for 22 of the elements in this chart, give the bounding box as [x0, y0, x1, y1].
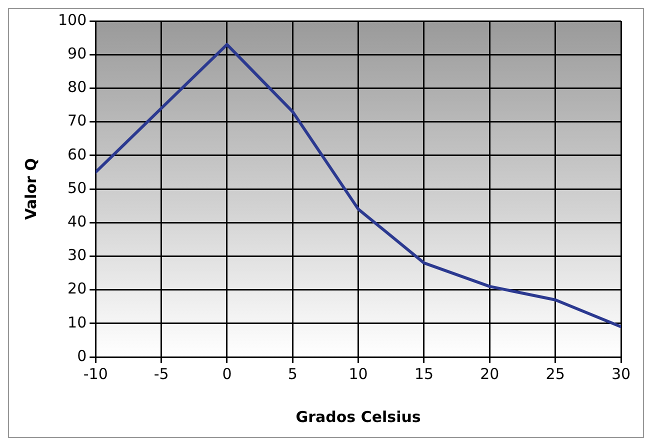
y-tick-label: 70 [68, 112, 87, 130]
x-tick-label: -5 [154, 364, 169, 383]
x-tick-label: -10 [83, 364, 108, 383]
y-tick-label: 30 [68, 246, 87, 264]
y-tick-label: 100 [58, 10, 87, 29]
y-tick-label: 90 [68, 44, 87, 62]
y-tick-label: 0 [77, 346, 87, 365]
x-tick-label: 15 [414, 364, 434, 383]
y-tick-label: 60 [68, 145, 87, 164]
y-tick-label: 40 [68, 212, 87, 230]
y-tick-label: 50 [68, 178, 87, 197]
y-axis-title: Valor Q [22, 158, 40, 220]
y-tick-label: 10 [68, 313, 87, 332]
y-tick-label: 80 [68, 78, 87, 96]
x-axis-title: Grados Celsius [296, 408, 421, 426]
x-tick-label: 10 [348, 364, 368, 383]
x-tick-label: 25 [546, 364, 565, 383]
x-tick-label: 5 [288, 364, 298, 383]
x-tick-label: 0 [222, 364, 232, 383]
x-tick-label: 30 [611, 364, 631, 383]
y-tick-label: 20 [68, 280, 87, 298]
x-tick-label: 20 [480, 364, 500, 383]
